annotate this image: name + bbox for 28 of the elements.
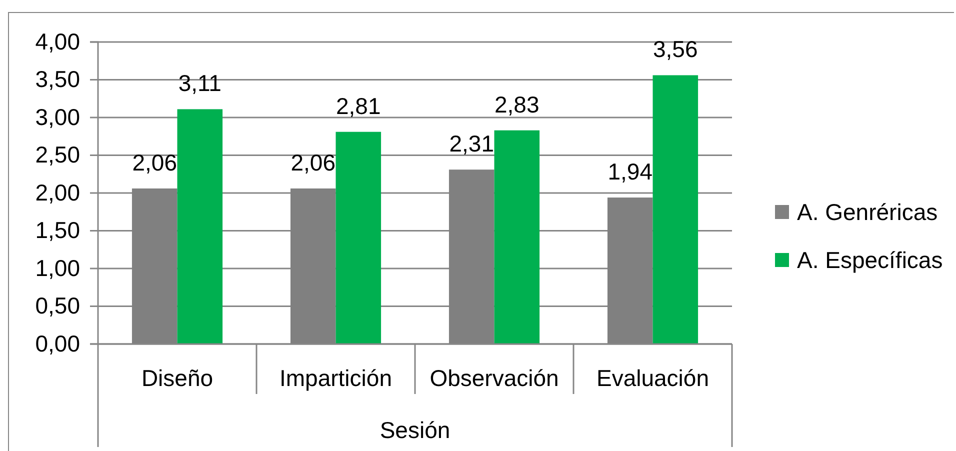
bar	[177, 109, 223, 344]
x-tick-label: Evaluación	[596, 365, 710, 392]
legend-label: A. Genréricas	[797, 199, 938, 226]
x-tick-label: Diseño	[141, 365, 214, 392]
x-tick-label: Observación	[430, 365, 559, 392]
y-tick-label: 2,00	[35, 179, 80, 206]
y-tick-label: 3,00	[35, 104, 80, 130]
legend-label: A. Específicas	[797, 247, 943, 274]
data-label: 1,94	[608, 158, 653, 185]
y-tick-label: 1,00	[35, 254, 80, 281]
bar	[494, 130, 540, 344]
y-tick-label: 3,50	[35, 66, 80, 92]
data-label: 2,83	[494, 91, 540, 118]
data-label: 3,56	[653, 36, 698, 62]
data-label: 3,11	[178, 70, 222, 96]
y-tick-label: 2,50	[35, 142, 80, 168]
bar	[336, 132, 382, 344]
data-label: 2,06	[290, 149, 336, 176]
data-label: 2,06	[132, 149, 177, 176]
y-tick-label: 0,00	[35, 330, 80, 356]
y-tick-label: 0,50	[35, 292, 80, 319]
x-tick-label: Impartición	[280, 365, 392, 392]
x-axis-title: Sesión	[380, 417, 450, 444]
data-label: 2,81	[336, 92, 381, 119]
bar	[652, 75, 698, 344]
data-label: 2,31	[449, 130, 494, 157]
y-tick-label: 4,00	[35, 28, 80, 54]
y-tick-label: 1,50	[35, 217, 80, 244]
